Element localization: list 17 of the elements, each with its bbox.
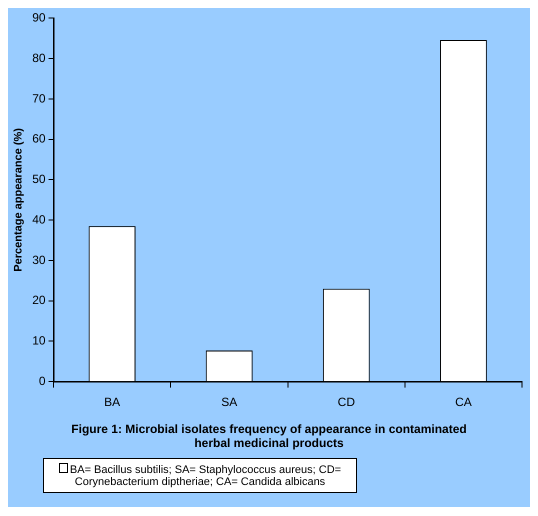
x-tick-label: CD xyxy=(338,395,356,410)
text: Figure 1: Microbial isolates frequency of appearance in contaminated herbal medicinal products xyxy=(70,422,468,450)
y-tick-label: 10 xyxy=(32,334,46,348)
x-tick-label: CA xyxy=(455,395,472,410)
y-tick-label: 30 xyxy=(32,252,46,267)
y-axis-title: Percentage appearance (%) xyxy=(12,128,25,272)
y-tick-label: 50 xyxy=(32,172,46,186)
x-tick-label: BA xyxy=(104,395,120,410)
y-tick-label: 80 xyxy=(32,50,46,65)
y-tick-label: 0 xyxy=(38,374,46,388)
legend-label: BA= Bacillus subtilis; SA= Staphylococcus aureus; CD= Corynebacterium diptheriae; CA= Candida albicans xyxy=(70,464,342,488)
y-tick-label: 70 xyxy=(32,91,46,106)
y-tick-label: 20 xyxy=(32,293,46,308)
y-tick-label: 40 xyxy=(32,212,46,226)
x-tick-label: SA xyxy=(221,395,238,410)
y-tick-label: 90 xyxy=(32,10,46,25)
y-tick-label: 60 xyxy=(32,132,46,146)
